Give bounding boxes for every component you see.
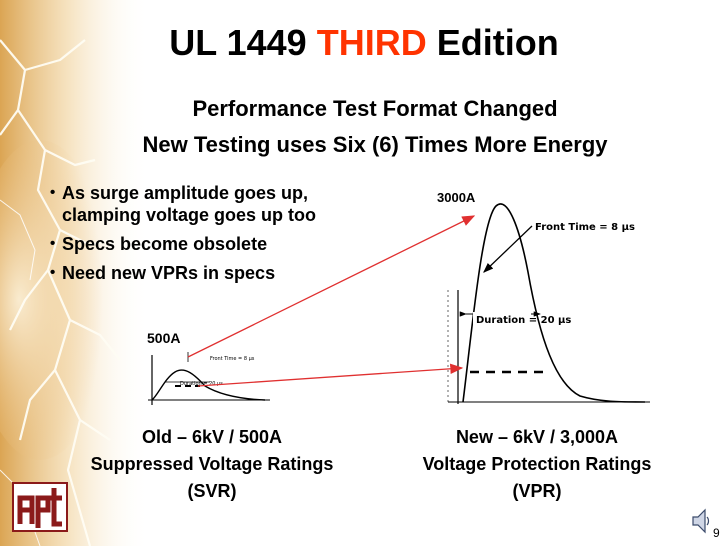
title-prefix: UL 1449 [169,22,317,63]
new-pulse-curve [462,203,646,403]
new-duration-label: Duration = 20 µs [476,315,571,326]
subtitle-line-2: New Testing uses Six (6) Times More Ener… [142,132,608,157]
new-caption-line-3: (VPR) [512,481,562,501]
clamp-comparison-arrow [197,363,464,387]
peak-comparison-arrow [187,215,476,358]
old-pulse-curve [151,369,266,401]
new-front-time-arrow [483,225,533,273]
old-caption: Old – 6kV / 500A Suppressed Voltage Rati… [62,424,362,505]
new-duration-bg [473,312,531,326]
subtitle-line-1: Performance Test Format Changed [192,96,558,121]
new-front-time-bg [533,219,595,233]
new-waveform: Duration = 20 µs Front Time = 8 µs [447,203,650,404]
speaker-icon[interactable] [690,506,712,536]
bullet-item: As surge amplitude goes up, [50,182,316,204]
apt-logo-icon [12,482,68,532]
bullet-item: Need new VPRs in specs [50,262,316,284]
new-caption: New – 6kV / 3,000A Voltage Protection Ra… [392,424,682,505]
page-number: 9 [713,526,720,540]
new-caption-line-2: Voltage Protection Ratings [422,454,652,474]
slide-title: UL 1449 THIRD Edition [0,22,728,64]
bullet-continuation: clamping voltage goes up too [50,204,316,226]
old-caption-line-2: Suppressed Voltage Ratings [90,454,334,474]
old-front-time-label: Front Time = 8 µs [210,356,255,362]
bullet-text: Specs become obsolete [62,234,268,254]
old-peak-label: 500A [147,330,181,346]
bullet-list: As surge amplitude goes up, clamping vol… [50,182,316,291]
bullet-item: Specs become obsolete [50,233,316,255]
new-front-time-label: Front Time = 8 µs [535,222,635,233]
old-caption-line-3: (SVR) [187,481,237,501]
old-duration-label: Duration = 20 µs [180,381,223,387]
old-waveform: Front Time = 8 µs Duration = 20 µs [148,352,270,405]
bullet-text: clamping voltage goes up too [62,205,317,225]
bullet-text: Need new VPRs in specs [62,263,276,283]
new-peak-label: 3000A [437,190,476,205]
old-caption-line-1: Old – 6kV / 500A [141,427,283,447]
new-caption-line-1: New – 6kV / 3,000A [455,427,619,447]
title-suffix: Edition [426,22,559,63]
bullet-text: As surge amplitude goes up, [62,183,309,203]
title-accent: THIRD [316,22,427,63]
